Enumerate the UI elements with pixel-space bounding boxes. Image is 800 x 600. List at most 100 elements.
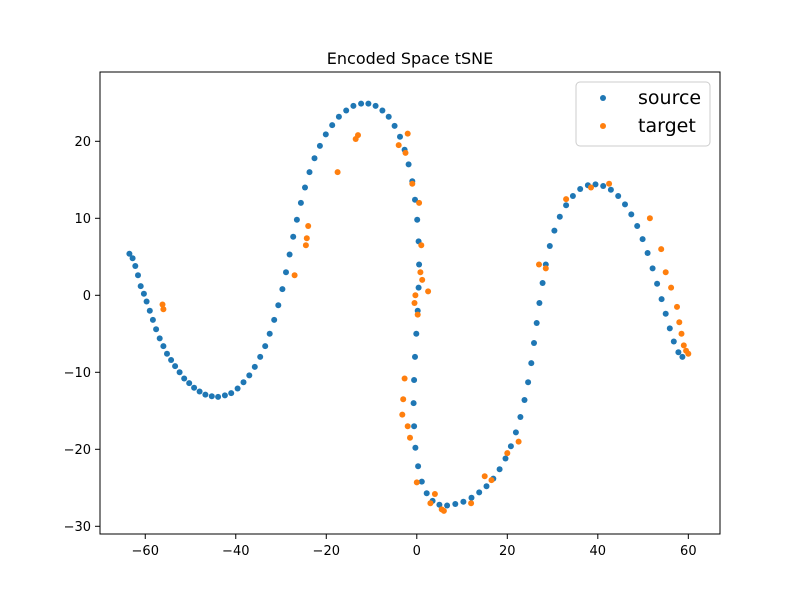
source-point [415,463,422,470]
target-point [402,149,409,156]
source-point [286,251,293,258]
series-target [159,130,692,514]
source-point [600,183,607,189]
y-tick-label: −10 [64,366,91,381]
target-point [411,300,418,306]
source-point [172,363,179,370]
source-point [246,372,253,379]
source-point [411,377,418,383]
x-tick-label: −40 [222,544,249,559]
source-point [135,272,141,279]
source-point [496,466,503,473]
target-point [404,423,411,430]
source-point [436,501,443,508]
source-point [662,310,669,317]
source-point [531,340,537,346]
source-point [412,353,418,360]
source-point [228,390,235,397]
source-point [675,349,682,356]
target-point [481,473,488,480]
source-point [297,199,304,206]
source-point [372,102,379,109]
source-point [306,169,313,176]
target-point [646,215,653,222]
target-point [409,180,416,187]
x-tick-label: −60 [132,544,159,559]
source-point [164,350,170,357]
source-point [512,429,519,436]
source-point [412,444,419,451]
source-point [176,369,183,376]
source-point [146,307,153,314]
source-point [483,483,490,490]
source-point [460,498,467,505]
source-point [126,250,133,257]
source-point [592,181,599,188]
legend-marker-source [600,95,606,101]
source-point [329,122,336,129]
y-tick-label: 0 [83,289,91,304]
source-point [215,393,222,400]
target-point [412,292,419,299]
target-point [431,491,438,497]
source-point [160,343,167,350]
source-point [415,284,422,291]
source-point [365,100,372,107]
target-point [563,196,570,203]
target-point [159,301,166,308]
source-point [140,290,147,297]
target-point [440,507,447,514]
y-tick-label: 20 [74,135,91,150]
source-point [607,186,614,193]
target-point [488,477,495,484]
target-point [414,311,421,318]
source-point [476,489,483,496]
source-point [634,223,641,229]
target-point [674,303,680,310]
target-point [658,246,665,253]
source-point [569,193,576,199]
source-point [240,379,247,386]
target-point [468,500,475,507]
source-point [275,302,282,309]
source-point [563,202,570,209]
source-point [528,360,535,367]
target-point [418,242,425,249]
source-point [290,233,297,240]
source-point [153,326,160,333]
target-point [401,375,408,382]
target-point [416,199,423,206]
source-point [311,155,318,162]
target-point [413,479,420,486]
source-point [129,255,136,262]
target-point [407,434,413,441]
source-point [358,100,365,107]
x-tick-label: 60 [680,544,697,559]
source-point [397,133,403,140]
source-point [168,357,175,363]
target-point [425,288,432,295]
plot-area [126,100,692,514]
source-point [502,455,509,462]
target-point [588,184,594,191]
target-point [395,142,402,149]
source-point [539,280,546,286]
source-point [551,227,558,234]
target-point [160,306,167,313]
source-point [208,393,215,400]
source-point [322,131,329,138]
source-point [444,502,451,509]
source-point [577,186,584,192]
target-point [515,438,522,445]
source-point [414,216,421,223]
target-point [291,272,298,279]
source-point [423,490,430,497]
target-point [662,269,669,276]
target-point [404,130,411,137]
y-tick-label: 10 [74,212,91,227]
source-point [666,325,673,332]
source-point [186,380,193,387]
source-point [416,261,423,268]
y-tick-label: −30 [64,520,91,535]
source-point [639,236,646,243]
